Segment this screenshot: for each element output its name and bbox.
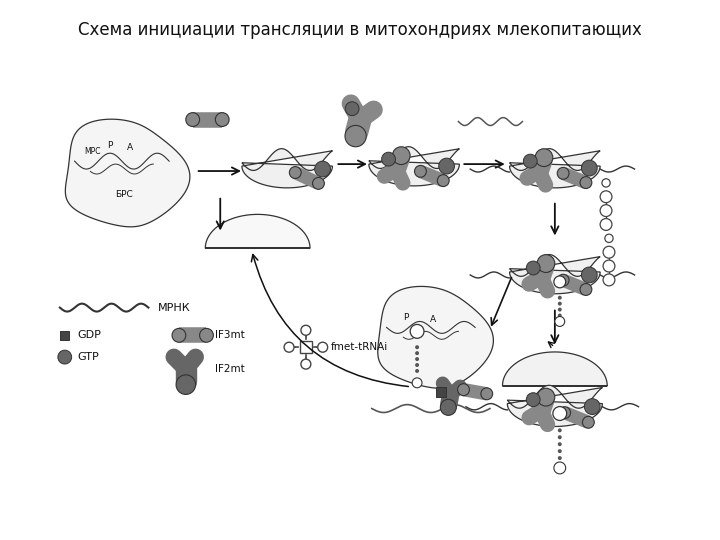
- Text: Схема инициации трансляции в митохондриях млекопитающих: Схема инициации трансляции в митохондрия…: [78, 22, 642, 39]
- Circle shape: [410, 325, 424, 338]
- Circle shape: [555, 316, 564, 326]
- Circle shape: [553, 407, 567, 421]
- Circle shape: [526, 261, 540, 275]
- Circle shape: [301, 325, 311, 335]
- Circle shape: [603, 274, 615, 286]
- Circle shape: [559, 407, 570, 418]
- Text: IF2mt: IF2mt: [215, 364, 245, 374]
- Circle shape: [58, 350, 72, 364]
- Circle shape: [345, 102, 359, 116]
- Circle shape: [582, 416, 594, 428]
- Circle shape: [172, 328, 186, 342]
- Circle shape: [415, 165, 426, 177]
- Polygon shape: [503, 352, 607, 386]
- Bar: [436, 387, 446, 397]
- Circle shape: [557, 274, 569, 286]
- Circle shape: [558, 449, 562, 453]
- Circle shape: [523, 154, 537, 168]
- Circle shape: [602, 179, 610, 187]
- Text: МРНК: МРНК: [158, 302, 191, 313]
- Circle shape: [600, 219, 612, 231]
- Text: GDP: GDP: [78, 330, 102, 340]
- Text: P: P: [107, 141, 113, 150]
- Circle shape: [382, 152, 395, 166]
- Ellipse shape: [537, 255, 555, 273]
- Text: GTP: GTP: [78, 352, 99, 362]
- Circle shape: [582, 160, 597, 176]
- Text: fmet-tRNAi: fmet-tRNAi: [330, 342, 388, 352]
- Polygon shape: [242, 148, 333, 188]
- Text: A: A: [430, 315, 436, 324]
- Circle shape: [580, 177, 592, 188]
- Bar: [60, 331, 69, 340]
- Circle shape: [558, 296, 562, 300]
- Circle shape: [318, 342, 328, 352]
- Text: МРС: МРС: [84, 147, 101, 156]
- Circle shape: [289, 166, 301, 178]
- Text: P: P: [404, 313, 409, 322]
- Circle shape: [186, 113, 199, 126]
- Circle shape: [603, 246, 615, 258]
- Circle shape: [458, 384, 469, 396]
- Circle shape: [312, 178, 324, 190]
- Polygon shape: [205, 214, 310, 248]
- Ellipse shape: [345, 125, 366, 147]
- Circle shape: [603, 260, 615, 272]
- Circle shape: [554, 462, 566, 474]
- Circle shape: [558, 302, 562, 306]
- Circle shape: [600, 191, 612, 202]
- Circle shape: [585, 399, 600, 415]
- Circle shape: [605, 234, 613, 242]
- Circle shape: [558, 456, 562, 460]
- Circle shape: [600, 205, 612, 217]
- FancyArrowPatch shape: [251, 254, 408, 387]
- Circle shape: [415, 363, 419, 367]
- Ellipse shape: [392, 147, 410, 165]
- Circle shape: [415, 357, 419, 361]
- Circle shape: [481, 388, 492, 400]
- Circle shape: [315, 161, 330, 177]
- Circle shape: [415, 369, 419, 373]
- Circle shape: [526, 393, 540, 407]
- Circle shape: [580, 284, 592, 295]
- Circle shape: [437, 174, 449, 186]
- Circle shape: [199, 328, 213, 342]
- Circle shape: [557, 167, 569, 179]
- Ellipse shape: [441, 399, 456, 415]
- Text: A: A: [127, 143, 132, 152]
- Circle shape: [215, 113, 229, 126]
- Polygon shape: [369, 147, 459, 186]
- Circle shape: [554, 276, 566, 288]
- Polygon shape: [510, 254, 600, 294]
- Polygon shape: [66, 119, 190, 227]
- Circle shape: [301, 359, 311, 369]
- Circle shape: [415, 345, 419, 349]
- Circle shape: [415, 351, 419, 355]
- Circle shape: [558, 442, 562, 446]
- Polygon shape: [378, 286, 493, 388]
- Circle shape: [558, 428, 562, 433]
- Circle shape: [558, 308, 562, 312]
- Text: IF3mt: IF3mt: [215, 330, 245, 340]
- Polygon shape: [508, 386, 603, 427]
- Text: БРС: БРС: [115, 190, 132, 199]
- Polygon shape: [510, 148, 600, 188]
- Circle shape: [412, 378, 422, 388]
- Ellipse shape: [537, 388, 555, 406]
- Circle shape: [582, 267, 597, 283]
- Ellipse shape: [535, 148, 553, 166]
- Bar: [300, 341, 312, 354]
- Circle shape: [558, 314, 562, 318]
- Ellipse shape: [176, 375, 196, 394]
- Circle shape: [558, 435, 562, 439]
- Circle shape: [284, 342, 294, 352]
- Circle shape: [438, 158, 454, 174]
